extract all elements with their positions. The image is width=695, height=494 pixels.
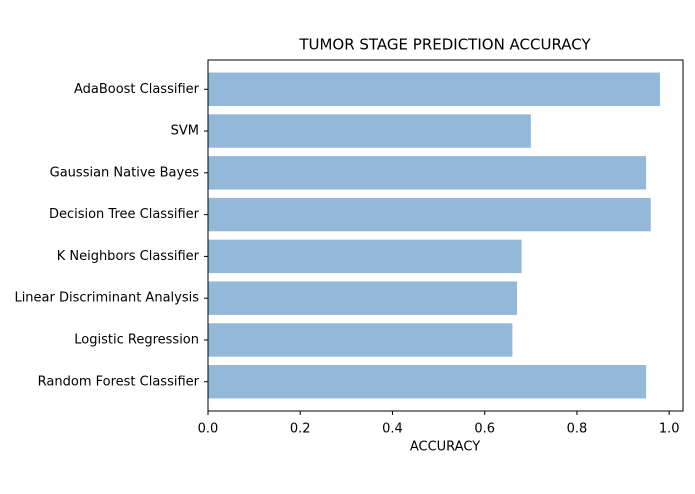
chart-title: TUMOR STAGE PREDICTION ACCURACY — [298, 36, 591, 54]
x-tick-label: 0.6 — [474, 422, 495, 437]
y-tick-label: Linear Discriminant Analysis — [14, 291, 199, 306]
x-axis-label: ACCURACY — [410, 440, 480, 455]
bar — [208, 281, 517, 315]
bar — [208, 114, 531, 148]
plot-frame — [207, 59, 684, 412]
bar — [208, 156, 647, 190]
bar — [208, 365, 647, 399]
y-tick-label: Decision Tree Classifier — [49, 207, 200, 222]
x-tick-label: 1.0 — [659, 422, 680, 437]
y-tick-label: Logistic Regression — [74, 332, 199, 347]
bar — [208, 197, 651, 232]
bar — [208, 323, 513, 357]
bar — [208, 239, 522, 274]
y-tick-label: Random Forest Classifier — [38, 374, 200, 389]
x-tick-label: 0.2 — [290, 422, 311, 437]
bar — [208, 72, 660, 106]
y-tick-label: Gaussian Native Bayes — [50, 165, 200, 180]
x-tick-label: 0.8 — [567, 422, 588, 437]
y-tick-label: K Neighbors Classifier — [57, 249, 200, 264]
x-tick-label: 0.0 — [198, 422, 219, 437]
y-tick-label: AdaBoost Classifier — [74, 82, 200, 97]
x-tick-label: 0.4 — [382, 422, 403, 437]
y-tick-label: SVM — [171, 124, 199, 139]
